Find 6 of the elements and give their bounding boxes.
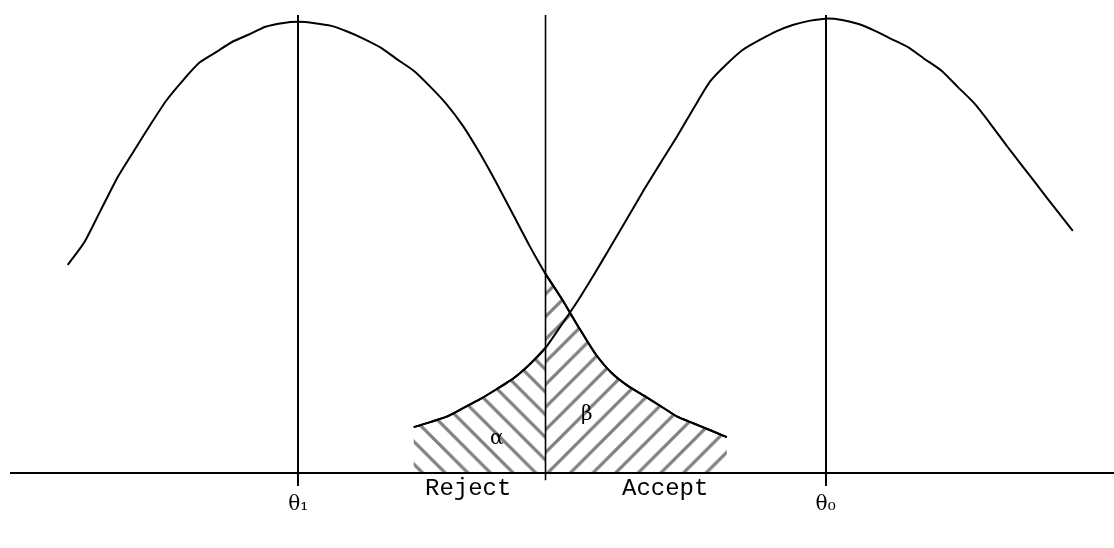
text: Reject	[425, 475, 512, 502]
text: Accept	[622, 475, 709, 502]
x-tick-label: θ₁	[288, 491, 309, 515]
annotation: β	[581, 401, 593, 425]
x-tick-label: θ₀	[815, 491, 836, 515]
annotation: α	[490, 425, 504, 449]
